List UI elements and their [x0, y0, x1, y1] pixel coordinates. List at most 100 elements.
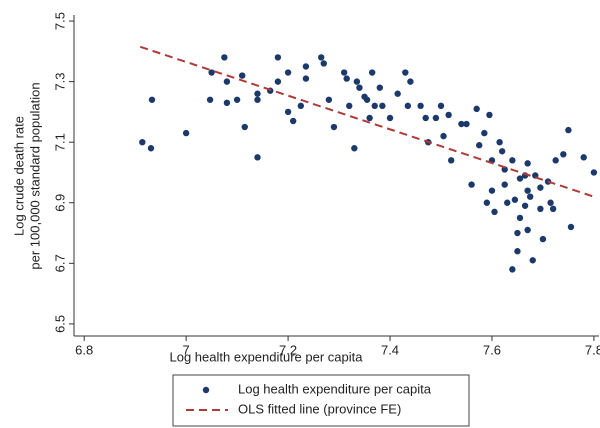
point [330, 123, 338, 131]
point [139, 138, 146, 146]
point [233, 96, 241, 103]
point [404, 102, 412, 110]
legend-label: Log health expenditure per capita [238, 381, 432, 396]
point [498, 148, 506, 155]
point [274, 54, 282, 61]
point [284, 69, 292, 76]
point [148, 96, 156, 103]
point [509, 157, 516, 164]
point [356, 84, 363, 91]
point [549, 205, 557, 213]
point [491, 208, 498, 216]
point [241, 123, 248, 131]
point [437, 102, 445, 110]
fitted-line [139, 45, 595, 198]
point [440, 132, 447, 140]
point [511, 196, 519, 203]
point [580, 154, 587, 161]
point [363, 96, 371, 103]
y-tick-label: 6.5 [52, 315, 67, 333]
y-axis-label: Log crude death rate [11, 116, 26, 236]
point [567, 223, 575, 231]
point [351, 145, 358, 152]
point [514, 229, 521, 237]
point [476, 142, 483, 149]
point [422, 114, 429, 122]
legend-label: OLS fitted line (province FE) [238, 401, 401, 416]
point [458, 120, 465, 128]
point [147, 145, 155, 152]
point [284, 108, 292, 116]
point [254, 96, 261, 103]
point [206, 96, 214, 103]
point [417, 102, 424, 110]
point [539, 235, 547, 243]
x-tick-label: 7.2 [279, 342, 297, 357]
point [325, 96, 333, 103]
point [529, 257, 536, 264]
point [516, 175, 524, 182]
point [524, 160, 531, 167]
point [407, 78, 414, 85]
point [560, 151, 567, 158]
point [483, 199, 491, 206]
point [320, 60, 327, 67]
point [537, 184, 544, 191]
point [447, 157, 455, 164]
point [302, 75, 310, 82]
point [254, 154, 261, 161]
x-tick-label: 7.8 [585, 342, 600, 357]
point [552, 157, 559, 164]
point [366, 114, 373, 122]
point [509, 266, 516, 273]
point [208, 69, 215, 76]
point [521, 202, 529, 209]
point [524, 226, 531, 234]
point [481, 129, 488, 137]
point [223, 99, 231, 107]
point [318, 54, 325, 61]
point [386, 114, 394, 122]
point [394, 90, 401, 97]
legend-box [172, 374, 470, 427]
point [565, 126, 572, 134]
point [468, 181, 475, 188]
point [221, 54, 228, 61]
point [547, 199, 554, 206]
y-tick-label: 7.3 [52, 73, 67, 91]
x-axis-label: Log health expenditure per capita [170, 349, 364, 364]
point [473, 105, 480, 113]
point [274, 78, 282, 85]
point [353, 78, 361, 85]
point [379, 102, 386, 110]
point [302, 63, 310, 70]
y-tick-label: 6.7 [52, 254, 67, 272]
point [590, 169, 598, 176]
point [504, 199, 511, 206]
point [340, 69, 348, 76]
x-tick-label: 6.8 [75, 342, 93, 357]
point [514, 248, 521, 255]
point [182, 129, 190, 137]
point [376, 84, 384, 91]
point [289, 117, 297, 125]
y-axis-label: per 100,000 standard population [27, 82, 42, 269]
point [402, 69, 409, 76]
point [239, 72, 246, 79]
point [501, 166, 508, 173]
point [526, 193, 534, 200]
point [368, 69, 376, 76]
point [486, 111, 493, 119]
x-tick-label: 7 [183, 342, 190, 357]
point [371, 102, 378, 110]
point [346, 102, 353, 110]
y-tick-label: 7.1 [52, 133, 67, 151]
x-tick-label: 7.4 [381, 342, 399, 357]
point [254, 90, 261, 97]
point [445, 111, 452, 119]
point [524, 187, 531, 194]
legend-marker [202, 386, 210, 394]
point [501, 181, 508, 188]
point [432, 114, 440, 122]
y-tick-label: 6.9 [52, 194, 67, 212]
